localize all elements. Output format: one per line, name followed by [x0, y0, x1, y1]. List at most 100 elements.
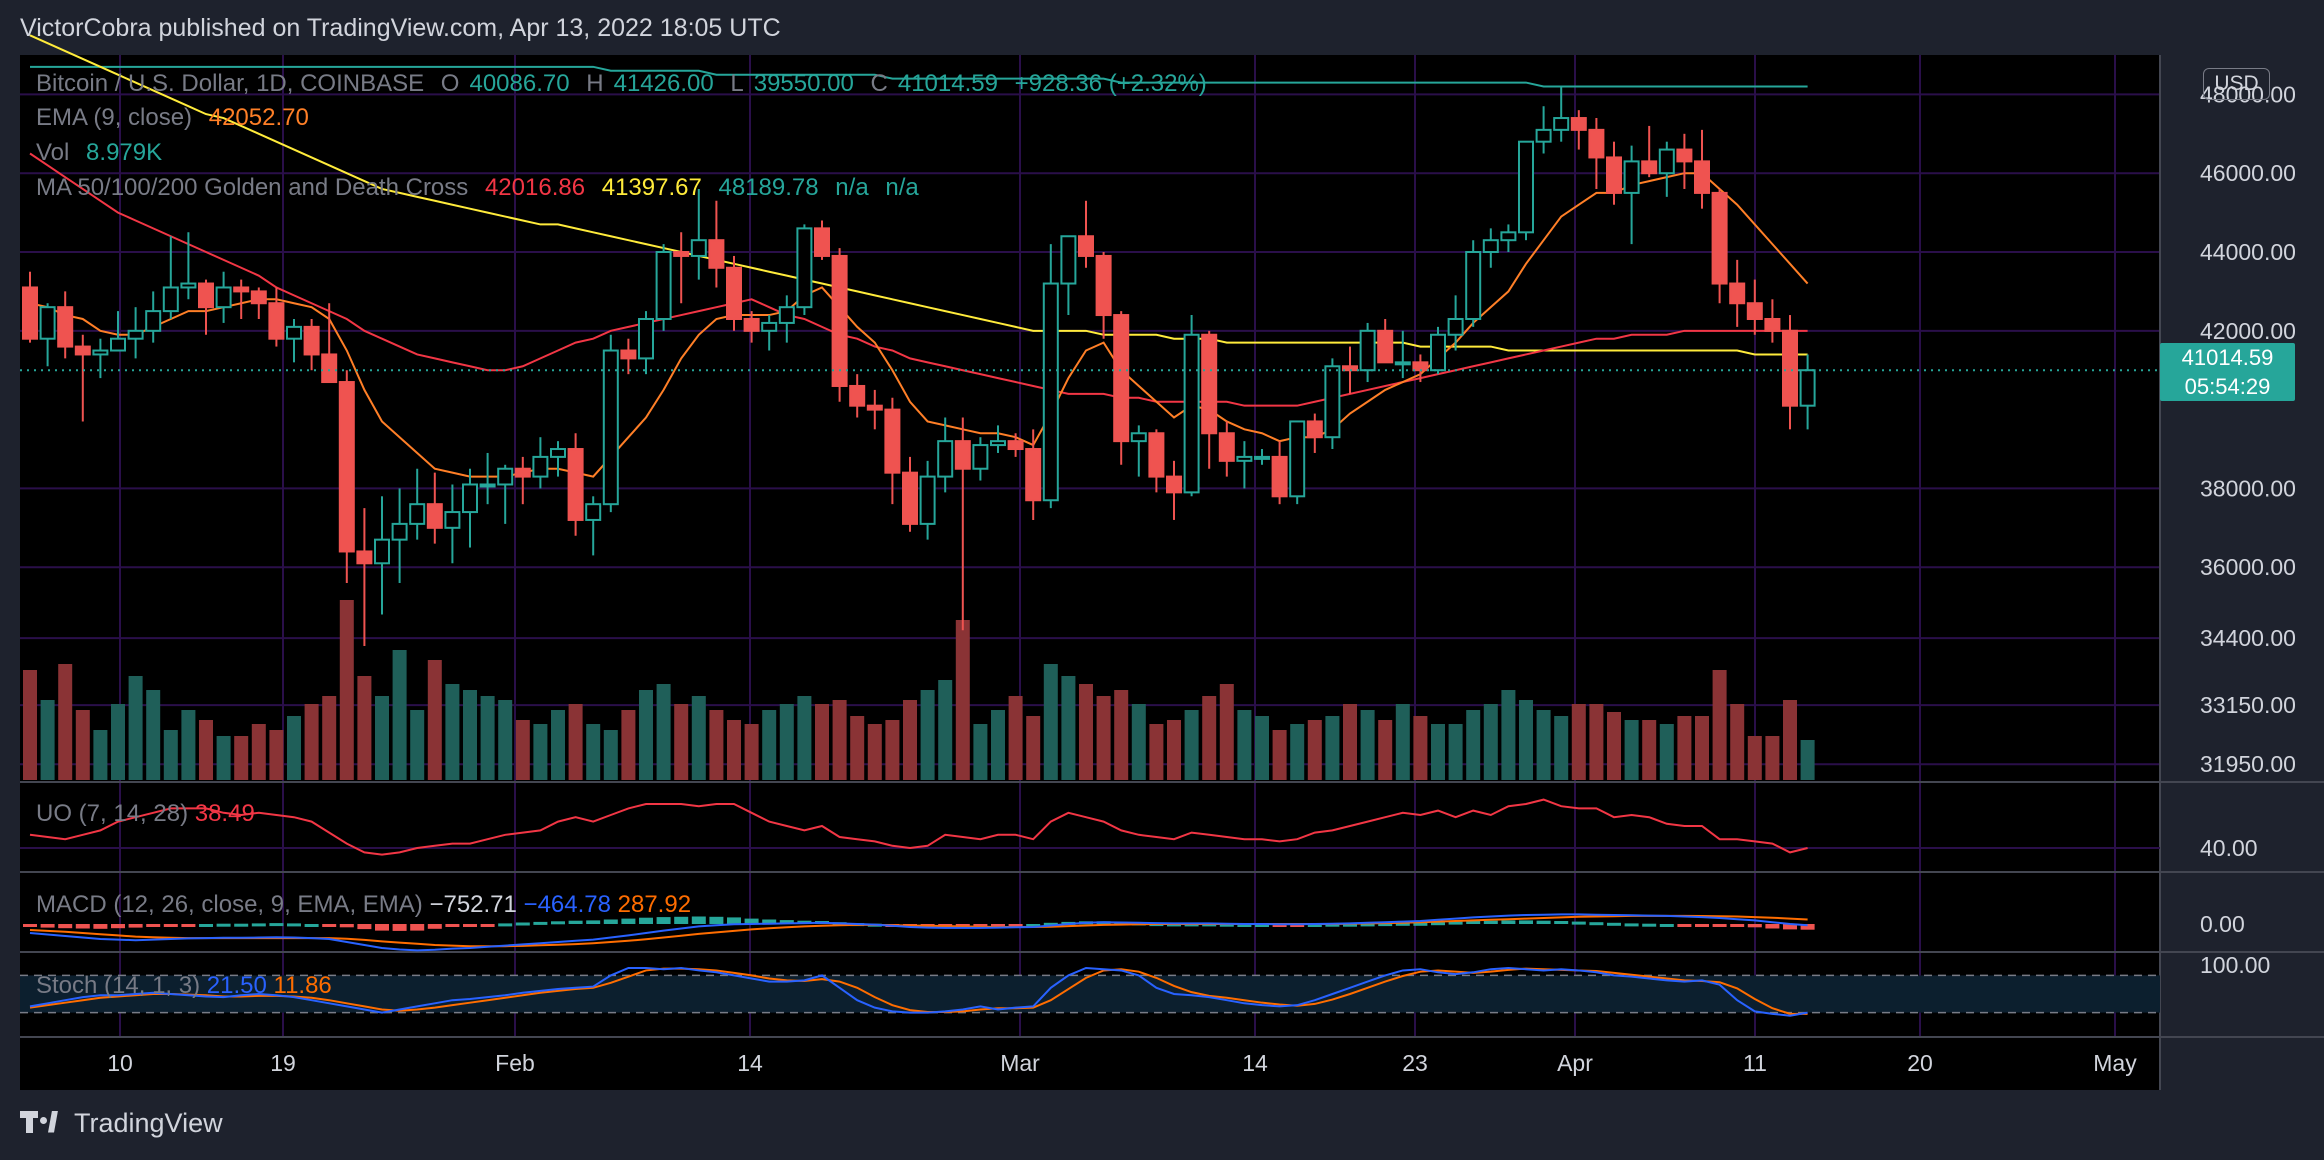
candle-body [250, 290, 267, 305]
candle-body [638, 317, 654, 360]
macd-histogram-bar [1008, 924, 1023, 927]
volume-bar [322, 696, 337, 780]
candle-body [937, 440, 954, 478]
candle-body [1201, 333, 1218, 435]
macd-histogram-bar [1466, 921, 1481, 924]
candle-body [1764, 317, 1781, 332]
ema9-line [29, 172, 1809, 478]
candle-body [831, 254, 848, 387]
candle-body [303, 325, 320, 356]
volume-bar [234, 736, 249, 780]
macd-histogram-bar [1765, 924, 1780, 929]
tradingview-logo-icon [20, 1110, 64, 1137]
volume-bar [955, 620, 970, 780]
candle-body [391, 522, 408, 541]
candle-body [1465, 251, 1482, 320]
plot-background [20, 55, 2160, 1090]
volume-bar [410, 710, 425, 780]
candle-body [919, 475, 936, 525]
candle-body [356, 550, 373, 565]
candle-body [954, 440, 971, 470]
macd-histogram-bar [586, 920, 601, 924]
macd-histogram-bar [1325, 923, 1340, 927]
uo-legend[interactable]: UO (7, 14, 28) 38.49 [36, 800, 255, 828]
volume-bar [1659, 724, 1674, 780]
price-axis-label: 42000.00 [2200, 318, 2296, 344]
macd-histogram-bar [1378, 923, 1393, 927]
candle-body [1218, 432, 1235, 462]
macd-histogram-bar [1747, 924, 1762, 928]
time-axis-label: Mar [1000, 1050, 1040, 1076]
candle-body [1658, 148, 1675, 175]
price-axis-label: 33150.00 [2200, 692, 2296, 718]
candle-body [462, 483, 478, 514]
volume-bar [727, 720, 741, 780]
stoch-label: Stoch (14, 1, 3) [36, 972, 201, 999]
vol-legend[interactable]: Vol 8.979K [36, 139, 172, 167]
volume-bar [1131, 704, 1146, 780]
uo-axis-label: 40.00 [2200, 835, 2258, 861]
currency-button[interactable]: USD [2203, 68, 2270, 100]
volume-bar [1695, 716, 1709, 780]
candle-body [1042, 282, 1059, 502]
volume-bar [251, 724, 266, 780]
uo-value: 38.49 [194, 800, 255, 827]
candle-body [1130, 432, 1147, 443]
volume-bar [621, 710, 636, 780]
ma-cross-legend[interactable]: MA 50/100/200 Golden and Death Cross 420… [36, 174, 929, 202]
volume-bar [551, 710, 565, 780]
volume-bar [903, 700, 917, 780]
candle-body [1025, 448, 1042, 502]
candle-body [532, 455, 549, 478]
volume-bar [1483, 704, 1498, 780]
macd-legend[interactable]: MACD (12, 26, close, 9, EMA, EMA) −752.7… [36, 891, 691, 919]
candle-body [567, 448, 584, 521]
volume-bar [128, 676, 143, 780]
candle-body [1676, 148, 1693, 163]
macd-histogram-bar [727, 917, 741, 924]
price-axis-label: 38000.00 [2200, 475, 2296, 501]
candle-body [1623, 160, 1640, 194]
macd-hist-value: −752.71 [429, 891, 517, 918]
macd-histogram-bar [234, 923, 249, 927]
macd-histogram-bar [480, 924, 495, 927]
candle-body [778, 306, 795, 324]
volume-bar [973, 724, 988, 780]
ema-legend[interactable]: EMA (9, close) 42052.70 [36, 104, 319, 132]
candle-body [1553, 117, 1570, 131]
volume-bar [163, 730, 178, 780]
volume-bar [568, 704, 583, 780]
candle-body [1799, 369, 1816, 407]
high-label: H [586, 70, 604, 97]
macd-histogram-bar [1483, 920, 1498, 924]
volume-bar [40, 700, 55, 780]
macd-line-value: −464.78 [523, 891, 611, 918]
macd-histogram-bar [1043, 922, 1058, 926]
macd-label: MACD (12, 26, close, 9, EMA, EMA) [36, 891, 423, 918]
ema-value: 42052.70 [208, 104, 309, 131]
stoch-legend[interactable]: Stoch (14, 1, 3) 21.50 11.86 [36, 972, 332, 1000]
macd-histogram-bar [603, 919, 618, 924]
ema-label: EMA (9, close) [36, 104, 193, 131]
ohlc-values: O 40086.70 H 41426.00 L 39550.00 C 41014.59 … [441, 70, 1217, 97]
candle-body [374, 538, 390, 565]
stoch-k-line [29, 966, 1808, 1017]
macd-histogram-bar [40, 924, 55, 928]
macd-histogram-bar [339, 924, 354, 928]
volume-bar [639, 690, 653, 780]
macd-histogram-bar [410, 924, 425, 931]
macd-histogram-bar [1395, 922, 1410, 926]
time-axis-label: 14 [1242, 1050, 1268, 1076]
volume-bar [991, 710, 1005, 780]
volume-bar [1272, 730, 1287, 780]
volume-bar [1307, 720, 1322, 780]
macd-axis-label: 0.00 [2200, 911, 2245, 937]
candle-body [1535, 128, 1552, 143]
candle-body [1694, 160, 1710, 194]
candle-body [1447, 317, 1464, 336]
footer-brand[interactable]: TradingView [20, 1108, 223, 1139]
macd-histogram-bar [287, 923, 301, 927]
candle-body [1518, 140, 1534, 234]
candle-body [1394, 361, 1411, 366]
